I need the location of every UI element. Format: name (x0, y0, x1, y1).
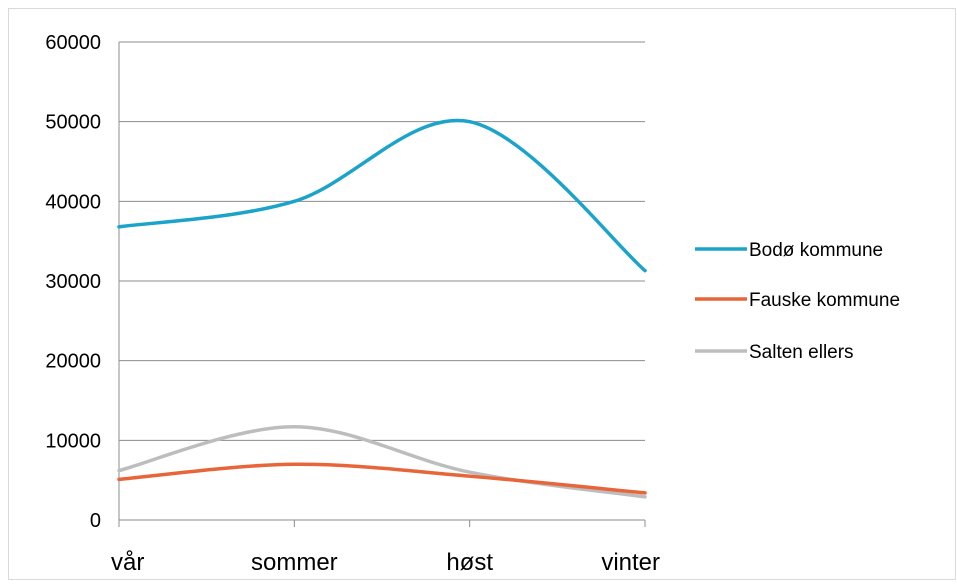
series-line-fauske-kommune (117, 462, 647, 495)
y-tick-label: 60000 (45, 32, 101, 54)
line-chart: 0 10000 20000 30000 40000 50000 60000 vår somme… (45, 32, 900, 576)
x-tick-label: sommer (251, 549, 338, 576)
series-line-bod-kommune (117, 118, 647, 273)
y-tick-label: 50000 (45, 112, 101, 134)
y-tick-label: 30000 (45, 271, 101, 293)
legend-label: Bodø kommune (749, 240, 883, 261)
y-tick-label: 0 (90, 510, 101, 532)
x-tick-label: vinter (601, 549, 660, 576)
x-axis-ticks: vår sommer høst vinter (111, 520, 660, 576)
x-tick-label: høst (446, 549, 493, 576)
legend: Bodø kommune Fauske kommune Salten ellers (695, 240, 900, 363)
series-line-salten-ellers (117, 425, 647, 499)
y-tick-label: 10000 (45, 430, 101, 452)
gridlines (119, 41, 645, 441)
series-lines (117, 118, 647, 499)
y-axis-ticks: 0 10000 20000 30000 40000 50000 60000 (45, 32, 101, 532)
y-tick-label: 20000 (45, 351, 101, 373)
y-tick-label: 40000 (45, 191, 101, 213)
legend-label: Fauske kommune (749, 290, 900, 311)
chart-frame: 0 10000 20000 30000 40000 50000 60000 vår somme… (8, 8, 956, 580)
x-tick-label: vår (111, 549, 144, 576)
axes (118, 42, 645, 521)
legend-label: Salten ellers (749, 342, 854, 363)
